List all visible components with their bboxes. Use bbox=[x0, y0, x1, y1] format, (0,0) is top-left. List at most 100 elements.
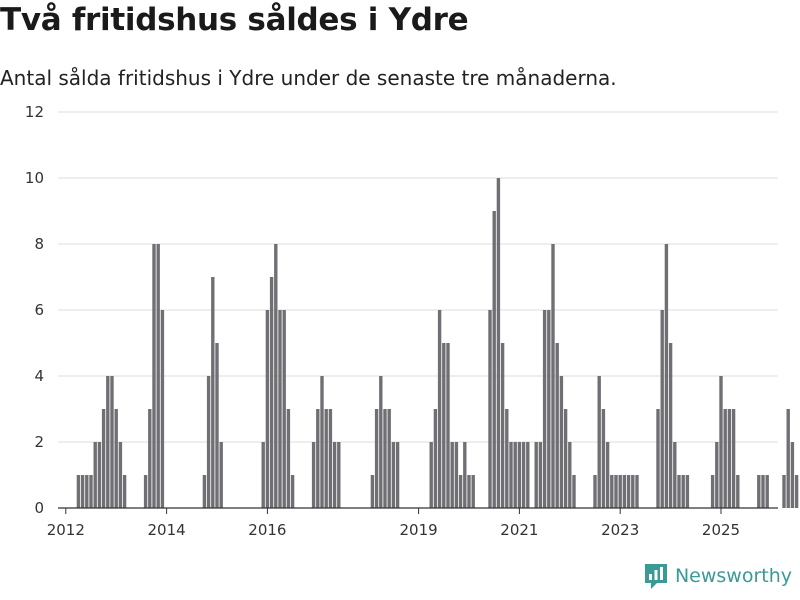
bar bbox=[337, 442, 341, 508]
bar bbox=[160, 310, 165, 508]
bar bbox=[211, 277, 215, 508]
bar bbox=[156, 244, 160, 508]
bar bbox=[118, 442, 123, 508]
bar bbox=[106, 376, 110, 508]
y-tick-label: 8 bbox=[34, 235, 44, 253]
bar bbox=[656, 409, 660, 508]
bar bbox=[757, 475, 761, 508]
x-axis: 2012 2014 2016 2019 2021 2023 2025 bbox=[47, 507, 778, 539]
bar bbox=[148, 409, 152, 508]
bar bbox=[328, 409, 333, 508]
bar bbox=[685, 475, 690, 508]
y-tick-label: 0 bbox=[34, 499, 44, 517]
bar bbox=[723, 409, 727, 508]
bar bbox=[622, 475, 627, 508]
bar bbox=[496, 178, 501, 508]
bar bbox=[521, 442, 526, 508]
x-tick-label: 2025 bbox=[702, 521, 740, 539]
bar bbox=[467, 475, 471, 508]
y-tick-label: 2 bbox=[34, 433, 44, 451]
bar bbox=[215, 343, 219, 508]
bar bbox=[85, 475, 89, 508]
bar bbox=[110, 376, 114, 508]
bar bbox=[97, 442, 102, 508]
bar bbox=[269, 277, 274, 508]
y-tick-label: 12 bbox=[25, 103, 44, 121]
bar bbox=[534, 442, 538, 508]
bar bbox=[437, 310, 442, 508]
bar bbox=[635, 475, 639, 508]
bar bbox=[202, 475, 207, 508]
bar bbox=[673, 442, 677, 508]
bar bbox=[505, 409, 509, 508]
bar bbox=[631, 475, 635, 508]
bar bbox=[660, 310, 664, 508]
bar bbox=[265, 310, 270, 508]
bar bbox=[513, 442, 517, 508]
bar bbox=[463, 442, 467, 508]
bar bbox=[261, 442, 265, 508]
bar bbox=[710, 475, 715, 508]
bar bbox=[379, 376, 383, 508]
bar bbox=[761, 475, 765, 508]
bar bbox=[143, 475, 148, 508]
newsworthy-logo-icon bbox=[644, 564, 667, 589]
newsworthy-brand: Newsworthy bbox=[643, 562, 792, 590]
bar bbox=[391, 442, 396, 508]
bar bbox=[715, 442, 719, 508]
bar bbox=[492, 211, 496, 508]
bar bbox=[93, 442, 97, 508]
x-tick-label: 2021 bbox=[500, 521, 538, 539]
bar bbox=[89, 475, 93, 508]
bar bbox=[517, 442, 522, 508]
bar bbox=[664, 244, 669, 508]
bar bbox=[429, 442, 433, 508]
bar bbox=[316, 409, 320, 508]
bar bbox=[442, 343, 446, 508]
bar bbox=[76, 475, 81, 508]
bar bbox=[526, 442, 530, 508]
bar bbox=[782, 475, 786, 508]
bar bbox=[736, 475, 740, 508]
bar bbox=[274, 244, 278, 508]
bar bbox=[547, 310, 551, 508]
bar bbox=[282, 310, 286, 508]
y-tick-label: 6 bbox=[34, 301, 44, 319]
bar bbox=[614, 475, 618, 508]
bar bbox=[206, 376, 211, 508]
x-tick-label: 2019 bbox=[400, 521, 438, 539]
bar bbox=[555, 343, 559, 508]
bar bbox=[114, 409, 118, 508]
bar bbox=[610, 475, 614, 508]
bar bbox=[446, 343, 450, 508]
bar bbox=[152, 244, 156, 508]
bar bbox=[80, 475, 85, 508]
bar bbox=[727, 409, 732, 508]
bar bbox=[509, 442, 513, 508]
bar bbox=[433, 409, 438, 508]
bar bbox=[790, 442, 795, 508]
bar bbox=[122, 475, 127, 508]
bar bbox=[458, 475, 463, 508]
bar bbox=[605, 442, 610, 508]
bar bbox=[320, 376, 324, 508]
bar bbox=[559, 376, 564, 508]
bar bbox=[387, 409, 391, 508]
bar bbox=[681, 475, 685, 508]
bar bbox=[332, 442, 337, 508]
bar bbox=[731, 409, 736, 508]
bar bbox=[677, 475, 681, 508]
bar bbox=[370, 475, 375, 508]
bar bbox=[101, 409, 106, 508]
bar bbox=[719, 376, 723, 508]
bar bbox=[538, 442, 543, 508]
bar bbox=[572, 475, 576, 508]
bar bbox=[668, 343, 673, 508]
bar bbox=[786, 409, 790, 508]
bar bbox=[219, 442, 223, 508]
bar bbox=[563, 409, 568, 508]
y-tick-label: 4 bbox=[34, 367, 44, 385]
y-tick-label: 10 bbox=[25, 169, 44, 187]
bar bbox=[568, 442, 572, 508]
